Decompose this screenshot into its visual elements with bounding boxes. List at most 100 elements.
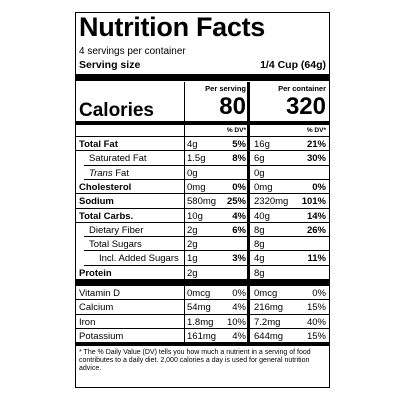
rule	[84, 264, 329, 266]
rule	[76, 342, 329, 344]
nutrient-name: Cholesterol	[79, 183, 131, 193]
rule	[84, 250, 329, 252]
nutrient-name: Incl. Added Sugars	[99, 254, 179, 264]
nutrient-name-text: Saturated Fat	[89, 153, 147, 165]
rule	[76, 121, 329, 125]
serving-size-label: Serving size	[79, 59, 141, 71]
amount: 2g	[187, 239, 198, 251]
rule	[84, 164, 329, 166]
rule	[247, 82, 250, 344]
rule	[76, 74, 329, 81]
rule	[184, 82, 185, 344]
nutrient-name-text: Incl. Added Sugars	[99, 253, 179, 265]
rule	[76, 327, 329, 329]
amount: 1g	[187, 253, 198, 265]
servings: 4 servings per container	[79, 46, 186, 57]
amount: 644mg	[254, 330, 284, 342]
daily-value: 15%	[306, 330, 326, 342]
amount: 10g	[187, 210, 203, 222]
column-header: Per serving	[205, 84, 246, 93]
daily-value: 6%	[232, 224, 246, 236]
calories-value: 80	[219, 93, 246, 120]
amount: 4g	[254, 253, 265, 265]
nutrient-name: Iron	[79, 316, 96, 328]
amount: 8g	[254, 267, 265, 279]
daily-value: 21%	[306, 139, 326, 150]
rule	[76, 279, 329, 280]
amount: 40g	[254, 210, 270, 222]
daily-value: 14%	[306, 210, 326, 222]
rule	[76, 313, 329, 315]
rule	[76, 136, 329, 137]
amount: 1.5g	[187, 153, 206, 165]
nutrient-name-text: Dietary Fiber	[89, 224, 144, 236]
footnote: * The % Daily Value (DV) tells you how m…	[79, 349, 311, 373]
nutrient-name: Potassium	[79, 332, 123, 342]
dv-header: % DV*	[306, 127, 326, 134]
daily-value: 101%	[301, 196, 326, 208]
nutrient-name: Trans Fat	[89, 167, 129, 179]
nutrient-name: Calcium	[79, 303, 113, 313]
daily-value: 10%	[226, 316, 246, 328]
daily-value: 0%	[232, 181, 246, 193]
nutrient-name: Total Carbs.	[79, 210, 134, 222]
nutrient-name-text: Total Carbs.	[79, 210, 134, 222]
calories-value: 320	[285, 93, 326, 120]
daily-value: 0%	[312, 288, 326, 299]
amount: 4g	[187, 139, 198, 150]
rule	[76, 280, 329, 286]
daily-value: 4%	[232, 210, 246, 222]
daily-value: 40%	[306, 316, 326, 328]
nutrient-name-text: Total Fat	[79, 139, 118, 150]
nutrient-name-text: Sodium	[79, 196, 114, 208]
calories-label: Calories	[79, 100, 154, 121]
daily-value: 5%	[232, 139, 246, 150]
column-header: Per container	[278, 84, 326, 93]
nutrient-name: Dietary Fiber	[89, 226, 143, 236]
amount: 0g	[254, 167, 265, 179]
amount: 0mg	[254, 181, 273, 193]
amount: 8g	[254, 239, 265, 251]
daily-value: 3%	[232, 253, 246, 265]
nutrient-name-text: Calcium	[79, 302, 114, 314]
daily-value: 0%	[312, 181, 326, 193]
amount: 161mg	[187, 330, 217, 342]
serving-size-value: 1/4 Cup (64g)	[260, 59, 326, 71]
daily-value: 25%	[226, 196, 246, 208]
rule	[76, 193, 329, 195]
nutrient-name-text: Iron	[79, 316, 96, 328]
daily-value: 30%	[306, 153, 326, 165]
daily-value: 0%	[232, 288, 246, 299]
rule	[76, 207, 329, 209]
amount: 216mg	[254, 302, 284, 314]
nutrition-label	[75, 12, 330, 388]
rule	[76, 343, 329, 347]
amount: 0mcg	[187, 288, 211, 299]
amount: 0mg	[187, 181, 206, 193]
nutrient-name: Total Fat	[79, 140, 118, 150]
rule	[84, 236, 329, 238]
nutrient-name-text: Potassium	[79, 330, 124, 342]
daily-value: 8%	[232, 153, 246, 165]
amount: 0g	[187, 167, 198, 179]
amount: 580mg	[187, 196, 217, 208]
nutrient-name: Vitamin D	[79, 289, 120, 299]
amount: 0mcg	[254, 288, 278, 299]
nutrient-name: Protein	[79, 267, 112, 279]
nutrient-name-italic: Trans	[89, 167, 113, 179]
nutrient-name: Saturated Fat	[89, 154, 147, 164]
nutrient-name-text: Fat	[115, 167, 129, 179]
rule	[76, 221, 329, 223]
rule	[84, 178, 329, 180]
nutrient-name-text: Protein	[79, 267, 112, 279]
amount: 54mg	[187, 302, 211, 314]
amount: 1.8mg	[187, 316, 214, 328]
nutrient-name-text: Cholesterol	[79, 181, 132, 193]
amount: 7.2mg	[254, 316, 281, 328]
daily-value: 4%	[232, 330, 246, 342]
dv-header: % DV*	[226, 127, 246, 134]
daily-value: 11%	[307, 253, 327, 265]
rule	[76, 150, 329, 152]
amount: 2g	[187, 267, 198, 279]
